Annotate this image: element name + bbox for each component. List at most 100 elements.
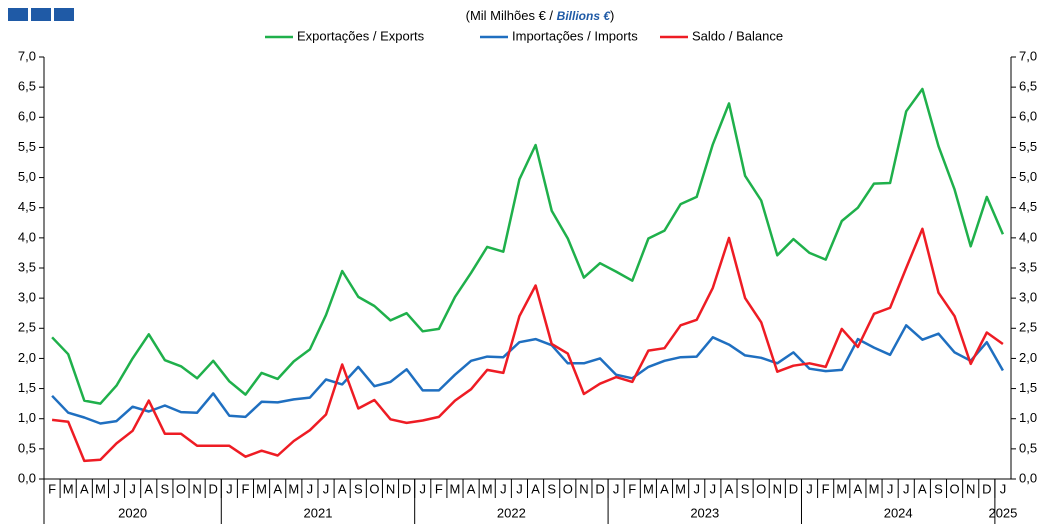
x-tick-label: D xyxy=(789,481,798,496)
y2-tick-label: 0,5 xyxy=(1019,440,1037,455)
x-tick-label: J xyxy=(806,481,813,496)
x-tick-label: A xyxy=(918,481,927,496)
x-tick-label: M xyxy=(675,481,686,496)
y-tick-label: 0,0 xyxy=(18,470,36,485)
x-tick-label: F xyxy=(48,481,56,496)
y-tick-label: 4,5 xyxy=(18,199,36,214)
subtitle-end: ) xyxy=(610,8,614,23)
x-tick-label: J xyxy=(307,481,314,496)
x-tick-label: J xyxy=(113,481,120,496)
logo-block xyxy=(54,8,74,21)
x-tick-label: A xyxy=(725,481,734,496)
x-tick-label: D xyxy=(982,481,991,496)
series-line xyxy=(51,227,1004,463)
subtitle: (Mil Milhões € / Billions €) xyxy=(466,8,615,23)
x-tick-label: M xyxy=(95,481,106,496)
x-tick-label: D xyxy=(209,481,218,496)
x-tick-label: F xyxy=(435,481,443,496)
x-tick-label: S xyxy=(741,481,750,496)
y2-tick-label: 1,0 xyxy=(1019,410,1037,425)
x-tick-label: N xyxy=(966,481,975,496)
x-tick-label: O xyxy=(756,481,766,496)
y2-tick-label: 3,5 xyxy=(1019,259,1037,274)
x-tick-label: A xyxy=(467,481,476,496)
x-tick-label: N xyxy=(579,481,588,496)
y2-tick-label: 4,5 xyxy=(1019,199,1037,214)
y2-tick-label: 5,5 xyxy=(1019,139,1037,154)
x-tick-label: J xyxy=(613,481,620,496)
x-tick-label: J xyxy=(226,481,233,496)
logo-block xyxy=(8,8,28,21)
y-tick-label: 5,5 xyxy=(18,139,36,154)
x-tick-label: N xyxy=(386,481,395,496)
x-tick-label: O xyxy=(176,481,186,496)
x-tick-label: D xyxy=(402,481,411,496)
x-tick-label: A xyxy=(660,481,669,496)
y2-tick-label: 1,5 xyxy=(1019,380,1037,395)
y2-tick-label: 3,0 xyxy=(1019,290,1037,305)
x-tick-label: N xyxy=(192,481,201,496)
x-tick-label: A xyxy=(80,481,89,496)
y-tick-label: 5,0 xyxy=(18,169,36,184)
year-label: 2024 xyxy=(884,505,913,520)
x-tick-label: J xyxy=(903,481,910,496)
legend-label: Importações / Imports xyxy=(512,28,638,43)
subtitle-pt: (Mil Milhões € / xyxy=(466,8,554,23)
x-tick-label: J xyxy=(323,481,330,496)
year-label: 2025 xyxy=(988,505,1017,520)
x-tick-label: A xyxy=(531,481,540,496)
y-tick-label: 3,5 xyxy=(18,259,36,274)
y2-tick-label: 2,0 xyxy=(1019,350,1037,365)
x-tick-label: J xyxy=(500,481,507,496)
x-tick-label: M xyxy=(450,481,461,496)
y2-tick-label: 5,0 xyxy=(1019,169,1037,184)
x-tick-label: M xyxy=(643,481,654,496)
x-tick-label: N xyxy=(773,481,782,496)
year-label: 2021 xyxy=(304,505,333,520)
y-tick-label: 6,0 xyxy=(18,109,36,124)
x-tick-label: A xyxy=(144,481,153,496)
series-line xyxy=(51,324,1004,425)
x-tick-label: F xyxy=(628,481,636,496)
y-tick-label: 4,0 xyxy=(18,229,36,244)
x-tick-label: J xyxy=(1000,481,1007,496)
x-tick-label: S xyxy=(354,481,363,496)
x-tick-label: M xyxy=(288,481,299,496)
y2-tick-label: 0,0 xyxy=(1019,470,1037,485)
y-tick-label: 2,0 xyxy=(18,350,36,365)
year-label: 2022 xyxy=(497,505,526,520)
x-tick-label: A xyxy=(273,481,282,496)
y2-tick-label: 7,0 xyxy=(1019,48,1037,63)
year-label: 2023 xyxy=(690,505,719,520)
legend-label: Saldo / Balance xyxy=(692,28,783,43)
x-tick-label: M xyxy=(482,481,493,496)
x-tick-label: S xyxy=(934,481,943,496)
x-tick-label: O xyxy=(563,481,573,496)
y2-tick-label: 4,0 xyxy=(1019,229,1037,244)
x-tick-label: M xyxy=(256,481,267,496)
x-tick-label: A xyxy=(338,481,347,496)
x-tick-label: F xyxy=(241,481,249,496)
x-tick-label: J xyxy=(887,481,894,496)
x-tick-label: M xyxy=(836,481,847,496)
legend-label: Exportações / Exports xyxy=(297,28,425,43)
y2-tick-label: 2,5 xyxy=(1019,320,1037,335)
x-tick-label: M xyxy=(869,481,880,496)
series-line xyxy=(51,87,1005,405)
y2-tick-label: 6,5 xyxy=(1019,79,1037,94)
x-tick-label: J xyxy=(419,481,426,496)
x-tick-label: J xyxy=(710,481,717,496)
subtitle-en: Billions € xyxy=(557,9,612,23)
x-tick-label: O xyxy=(369,481,379,496)
x-tick-label: F xyxy=(822,481,830,496)
x-tick-label: J xyxy=(693,481,700,496)
y-tick-label: 7,0 xyxy=(18,48,36,63)
y-tick-label: 6,5 xyxy=(18,79,36,94)
x-tick-label: S xyxy=(161,481,170,496)
logo-block xyxy=(31,8,51,21)
x-tick-label: A xyxy=(854,481,863,496)
y-tick-label: 0,5 xyxy=(18,440,36,455)
y-tick-label: 2,5 xyxy=(18,320,36,335)
x-tick-label: J xyxy=(129,481,136,496)
